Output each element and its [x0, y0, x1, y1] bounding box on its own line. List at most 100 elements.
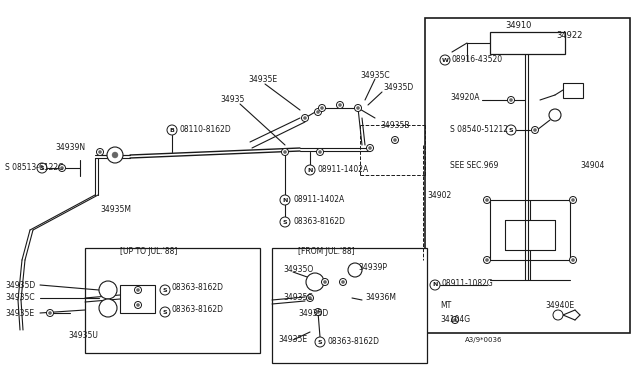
- Text: 34935E: 34935E: [5, 308, 34, 317]
- Circle shape: [316, 310, 319, 314]
- Circle shape: [319, 150, 321, 154]
- Text: 34935U: 34935U: [68, 330, 98, 340]
- Circle shape: [99, 299, 117, 317]
- Text: B: B: [170, 128, 175, 132]
- Text: 34939N: 34939N: [55, 144, 85, 153]
- Text: S: S: [163, 288, 167, 292]
- Text: 34935E: 34935E: [248, 76, 277, 84]
- Bar: [425, 18, 630, 333]
- Text: [FROM JUL.'88]: [FROM JUL.'88]: [298, 247, 355, 257]
- Circle shape: [337, 102, 344, 109]
- Circle shape: [531, 126, 538, 134]
- Circle shape: [99, 281, 117, 299]
- Circle shape: [440, 55, 450, 65]
- Circle shape: [508, 96, 515, 103]
- Circle shape: [355, 105, 362, 112]
- Circle shape: [549, 109, 561, 121]
- Text: 34935E: 34935E: [278, 336, 307, 344]
- Text: 08363-8162D: 08363-8162D: [172, 283, 224, 292]
- Circle shape: [553, 310, 563, 320]
- Circle shape: [394, 138, 397, 142]
- Bar: [120, 285, 155, 313]
- Circle shape: [99, 150, 102, 154]
- Circle shape: [280, 217, 290, 227]
- Text: 34935C: 34935C: [283, 294, 312, 302]
- Circle shape: [112, 152, 118, 158]
- Text: S: S: [283, 219, 287, 224]
- Text: N: N: [307, 167, 313, 173]
- Circle shape: [305, 165, 315, 175]
- Circle shape: [49, 311, 52, 315]
- Text: 34935D: 34935D: [5, 280, 35, 289]
- Text: N: N: [432, 282, 438, 288]
- Circle shape: [572, 259, 575, 262]
- Circle shape: [483, 196, 490, 203]
- Circle shape: [485, 259, 488, 262]
- Text: 34935B: 34935B: [380, 121, 410, 129]
- Text: 34939P: 34939P: [358, 263, 387, 273]
- Text: 34910: 34910: [505, 20, 531, 29]
- Circle shape: [282, 148, 289, 155]
- Circle shape: [341, 280, 344, 283]
- Bar: [490, 32, 565, 54]
- Text: MT: MT: [440, 301, 451, 310]
- Text: 34902: 34902: [427, 190, 451, 199]
- Text: 34935D: 34935D: [298, 308, 328, 317]
- Text: 34904: 34904: [580, 160, 604, 170]
- Circle shape: [306, 273, 324, 291]
- Circle shape: [136, 288, 140, 292]
- Text: 08911-1402A: 08911-1402A: [293, 196, 344, 205]
- Text: W: W: [442, 58, 449, 62]
- Circle shape: [392, 137, 399, 144]
- Text: S: S: [509, 128, 513, 132]
- Circle shape: [348, 263, 362, 277]
- Circle shape: [316, 110, 319, 113]
- Circle shape: [483, 257, 490, 263]
- Text: 08363-8162D: 08363-8162D: [172, 305, 224, 314]
- Circle shape: [509, 99, 513, 102]
- Text: 08110-8162D: 08110-8162D: [179, 125, 231, 135]
- Text: S 08513-6122C: S 08513-6122C: [5, 164, 63, 173]
- Circle shape: [453, 318, 456, 321]
- Text: S 08540-51212: S 08540-51212: [450, 125, 508, 135]
- Circle shape: [303, 116, 307, 119]
- Text: A3/9*0036: A3/9*0036: [465, 337, 502, 343]
- Circle shape: [134, 286, 141, 294]
- Text: [UP TO JUL.'88]: [UP TO JUL.'88]: [120, 247, 177, 257]
- Circle shape: [339, 103, 342, 106]
- Text: 34935: 34935: [220, 96, 244, 105]
- Text: 34920A: 34920A: [450, 93, 479, 103]
- Text: N: N: [282, 198, 288, 202]
- Text: 34935D: 34935D: [383, 83, 413, 93]
- Text: S: S: [317, 340, 323, 344]
- Text: 08363-8162D: 08363-8162D: [293, 218, 345, 227]
- Circle shape: [280, 195, 290, 205]
- Circle shape: [356, 106, 360, 110]
- Circle shape: [339, 279, 346, 285]
- Text: 34922: 34922: [556, 31, 582, 39]
- Circle shape: [485, 198, 488, 202]
- Circle shape: [570, 257, 577, 263]
- Circle shape: [314, 308, 321, 315]
- Text: SEE SEC.969: SEE SEC.969: [450, 160, 499, 170]
- Text: S: S: [40, 166, 44, 170]
- Circle shape: [367, 144, 374, 151]
- Text: S: S: [163, 310, 167, 314]
- Circle shape: [47, 310, 54, 317]
- Circle shape: [160, 285, 170, 295]
- Circle shape: [317, 148, 323, 155]
- Circle shape: [160, 307, 170, 317]
- Circle shape: [167, 125, 177, 135]
- Text: 34935C: 34935C: [360, 71, 390, 80]
- Text: 08363-8162D: 08363-8162D: [328, 337, 380, 346]
- Text: 34935C: 34935C: [5, 294, 35, 302]
- Circle shape: [572, 198, 575, 202]
- Circle shape: [314, 109, 321, 115]
- Circle shape: [321, 279, 328, 285]
- Circle shape: [321, 106, 324, 110]
- Text: 08911-1402A: 08911-1402A: [318, 166, 369, 174]
- Circle shape: [301, 115, 308, 122]
- Bar: [272, 248, 427, 363]
- Circle shape: [97, 148, 104, 155]
- Circle shape: [430, 280, 440, 290]
